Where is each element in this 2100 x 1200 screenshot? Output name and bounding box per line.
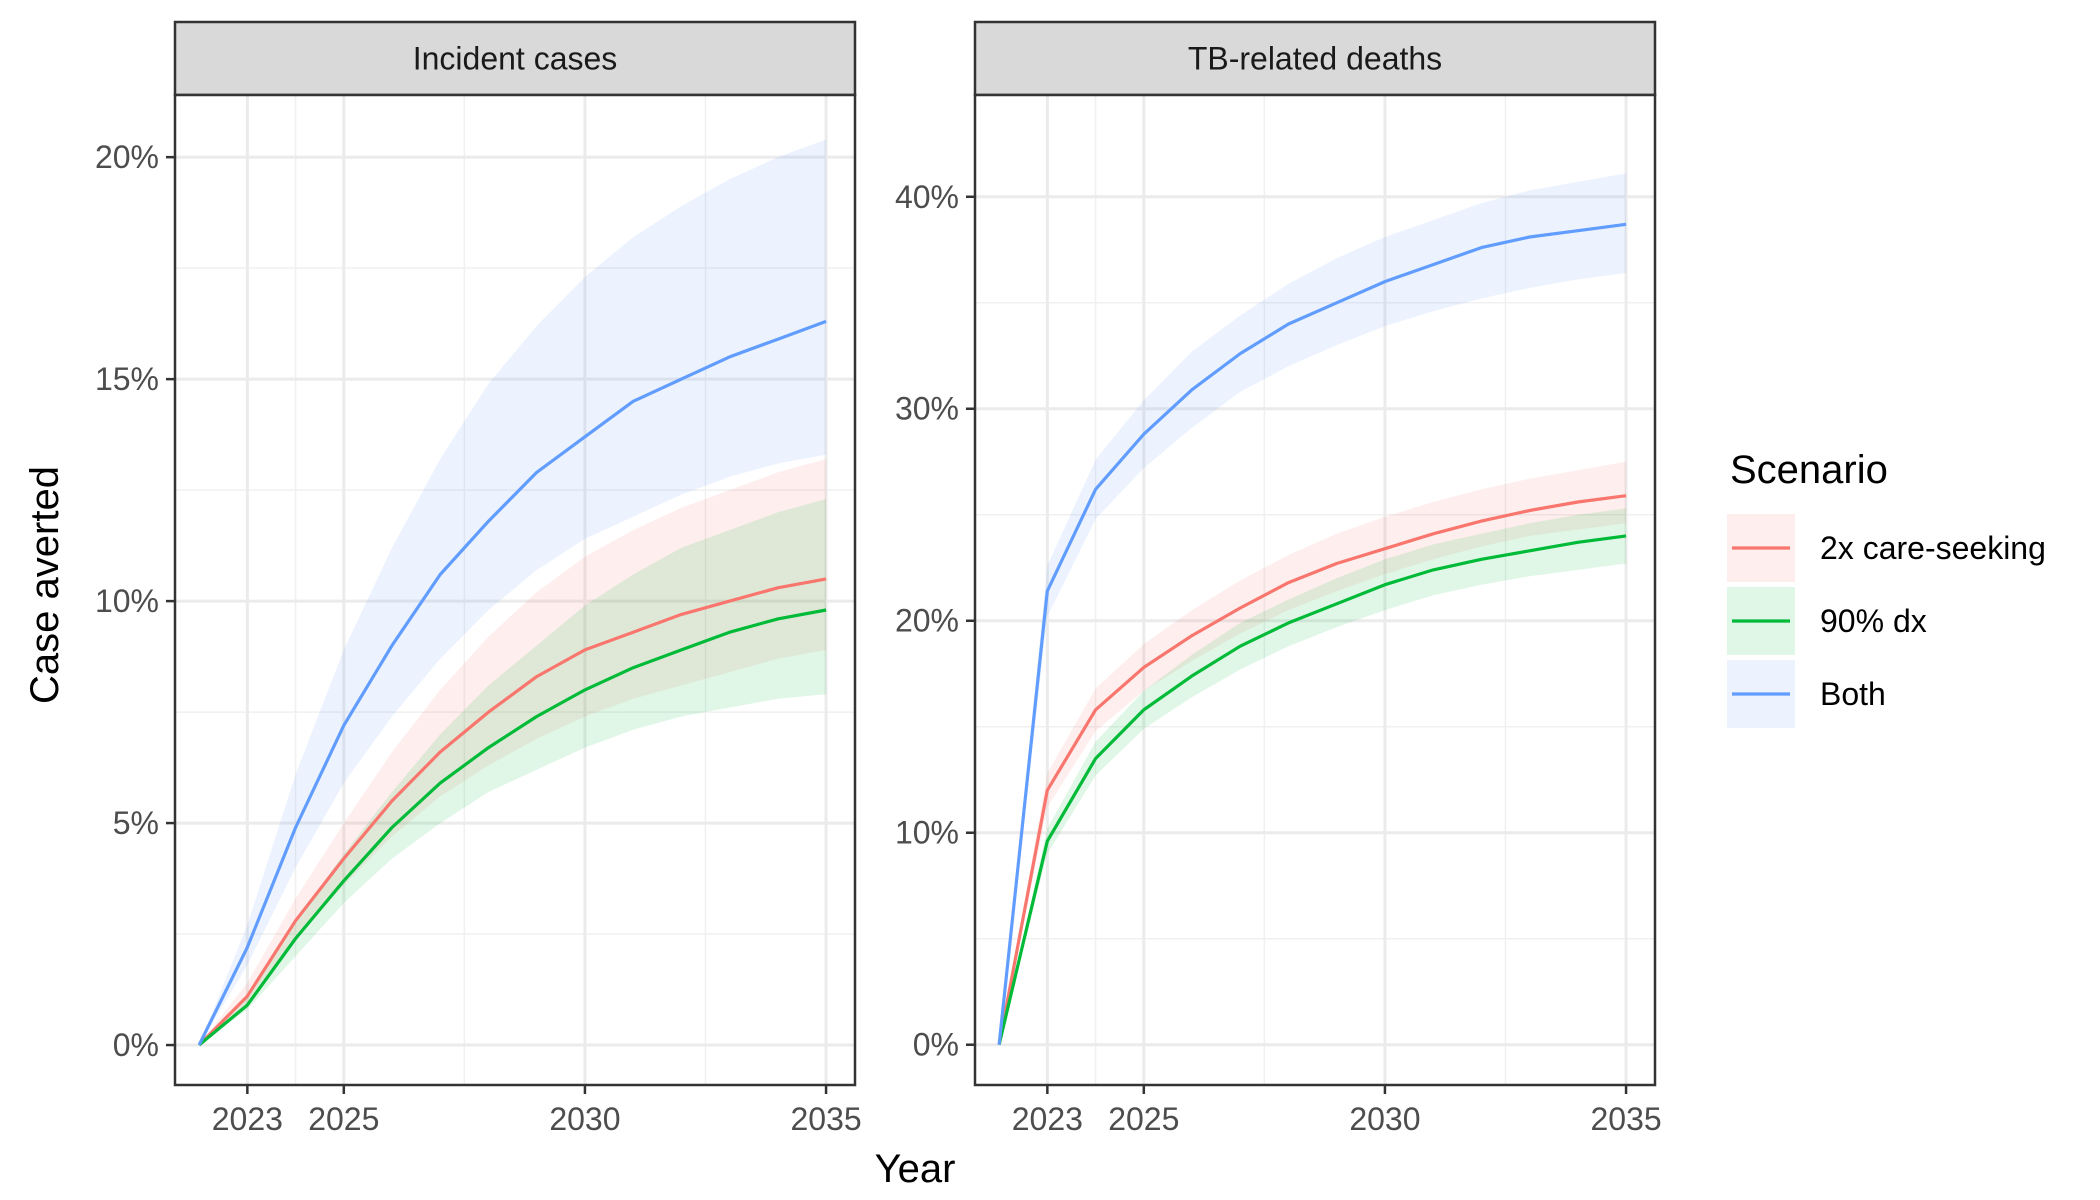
legend-item: Both: [1727, 660, 1886, 728]
y-tick-label: 30%: [895, 391, 959, 427]
ribbon-both: [999, 173, 1627, 1045]
y-tick-label: 5%: [113, 805, 159, 841]
facet-title: Incident cases: [413, 41, 618, 77]
x-tick-label: 2030: [549, 1101, 620, 1137]
legend-item: 90% dx: [1727, 587, 1927, 655]
y-tick-label: 15%: [95, 361, 159, 397]
series-line-90-dx: [997, 534, 1627, 1046]
legend-item: 2x care-seeking: [1727, 514, 2046, 582]
legend-label: 2x care-seeking: [1820, 530, 2046, 566]
series-line-2x-care-seeking: [997, 494, 1627, 1045]
y-tick-label: 10%: [95, 583, 159, 619]
facet-strip: [173, 20, 857, 97]
facet-title: TB-related deaths: [1188, 41, 1442, 77]
ribbon-both: [199, 139, 827, 1045]
y-tick-label: 40%: [895, 179, 959, 215]
x-tick-label: 2035: [790, 1101, 861, 1137]
y-axis-title: Case averted: [23, 466, 67, 704]
facet-strip: [973, 20, 1657, 97]
plot-background: [175, 95, 855, 1085]
x-tick-label: 2023: [1012, 1101, 1083, 1137]
x-tick-label: 2025: [1108, 1101, 1179, 1137]
series-line-both: [197, 319, 827, 1046]
legend-label: Both: [1820, 676, 1886, 712]
x-tick-label: 2023: [212, 1101, 283, 1137]
panels-layer: Incident cases 0% 5% 10% 15% 20% 2023 2025 2030 2…: [95, 20, 1662, 1137]
legend-title: Scenario: [1730, 448, 1888, 492]
ribbon-90-dx: [199, 499, 827, 1045]
series-line-both: [997, 222, 1627, 1045]
y-tick-label: 20%: [95, 139, 159, 175]
x-tick-label: 2030: [1349, 1101, 1420, 1137]
series-line-90-dx: [198, 608, 827, 1047]
y-tick-label: 20%: [895, 603, 959, 639]
ribbon-2x-care-seeking: [199, 459, 827, 1045]
panel-2: TB-related deaths 0% 10% 20% 30% 40% 2023 2025 2…: [895, 20, 1662, 1137]
plot-background: [975, 95, 1655, 1085]
y-tick-label: 0%: [913, 1027, 959, 1063]
legend-label: 90% dx: [1820, 603, 1927, 639]
ribbon-90-dx: [999, 508, 1627, 1045]
y-tick-label: 10%: [895, 815, 959, 851]
ribbon-2x-care-seeking: [999, 461, 1627, 1045]
x-tick-label: 2025: [308, 1101, 379, 1137]
legend: Scenario 2x care-seeking 90% dx Both: [1727, 448, 2046, 728]
series-line-2x-care-seeking: [197, 577, 827, 1047]
x-tick-label: 2035: [1590, 1101, 1661, 1137]
panel-1: Incident cases 0% 5% 10% 15% 20% 2023 2025 2030 2…: [95, 20, 862, 1137]
x-axis-title: Year: [875, 1147, 956, 1191]
panel-border: [173, 93, 857, 1087]
panel-border: [973, 93, 1657, 1087]
y-tick-label: 0%: [113, 1027, 159, 1063]
